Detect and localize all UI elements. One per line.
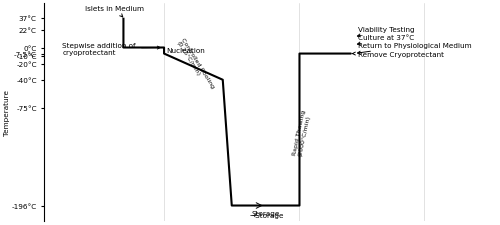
Text: Stepwise addition of
cryoprotectant: Stepwise addition of cryoprotectant (62, 43, 160, 56)
Text: Culture at 37°C: Culture at 37°C (358, 35, 414, 46)
Text: →Storage: →Storage (250, 212, 284, 218)
Text: Islets in Medium: Islets in Medium (85, 6, 144, 18)
Y-axis label: Temperature: Temperature (4, 90, 10, 135)
Text: Storage: Storage (251, 210, 280, 216)
Text: Return to Physiological Medium: Return to Physiological Medium (358, 43, 472, 55)
Text: Viability Testing: Viability Testing (358, 27, 415, 38)
Text: Remove Cryoprotectant: Remove Cryoprotectant (352, 51, 444, 57)
Text: Nucleation: Nucleation (166, 47, 205, 54)
Text: Controlled Cooling
(0.25°C/min): Controlled Cooling (0.25°C/min) (176, 37, 216, 92)
Text: Rapid Thawing
(2000°C/min): Rapid Thawing (2000°C/min) (292, 109, 312, 156)
